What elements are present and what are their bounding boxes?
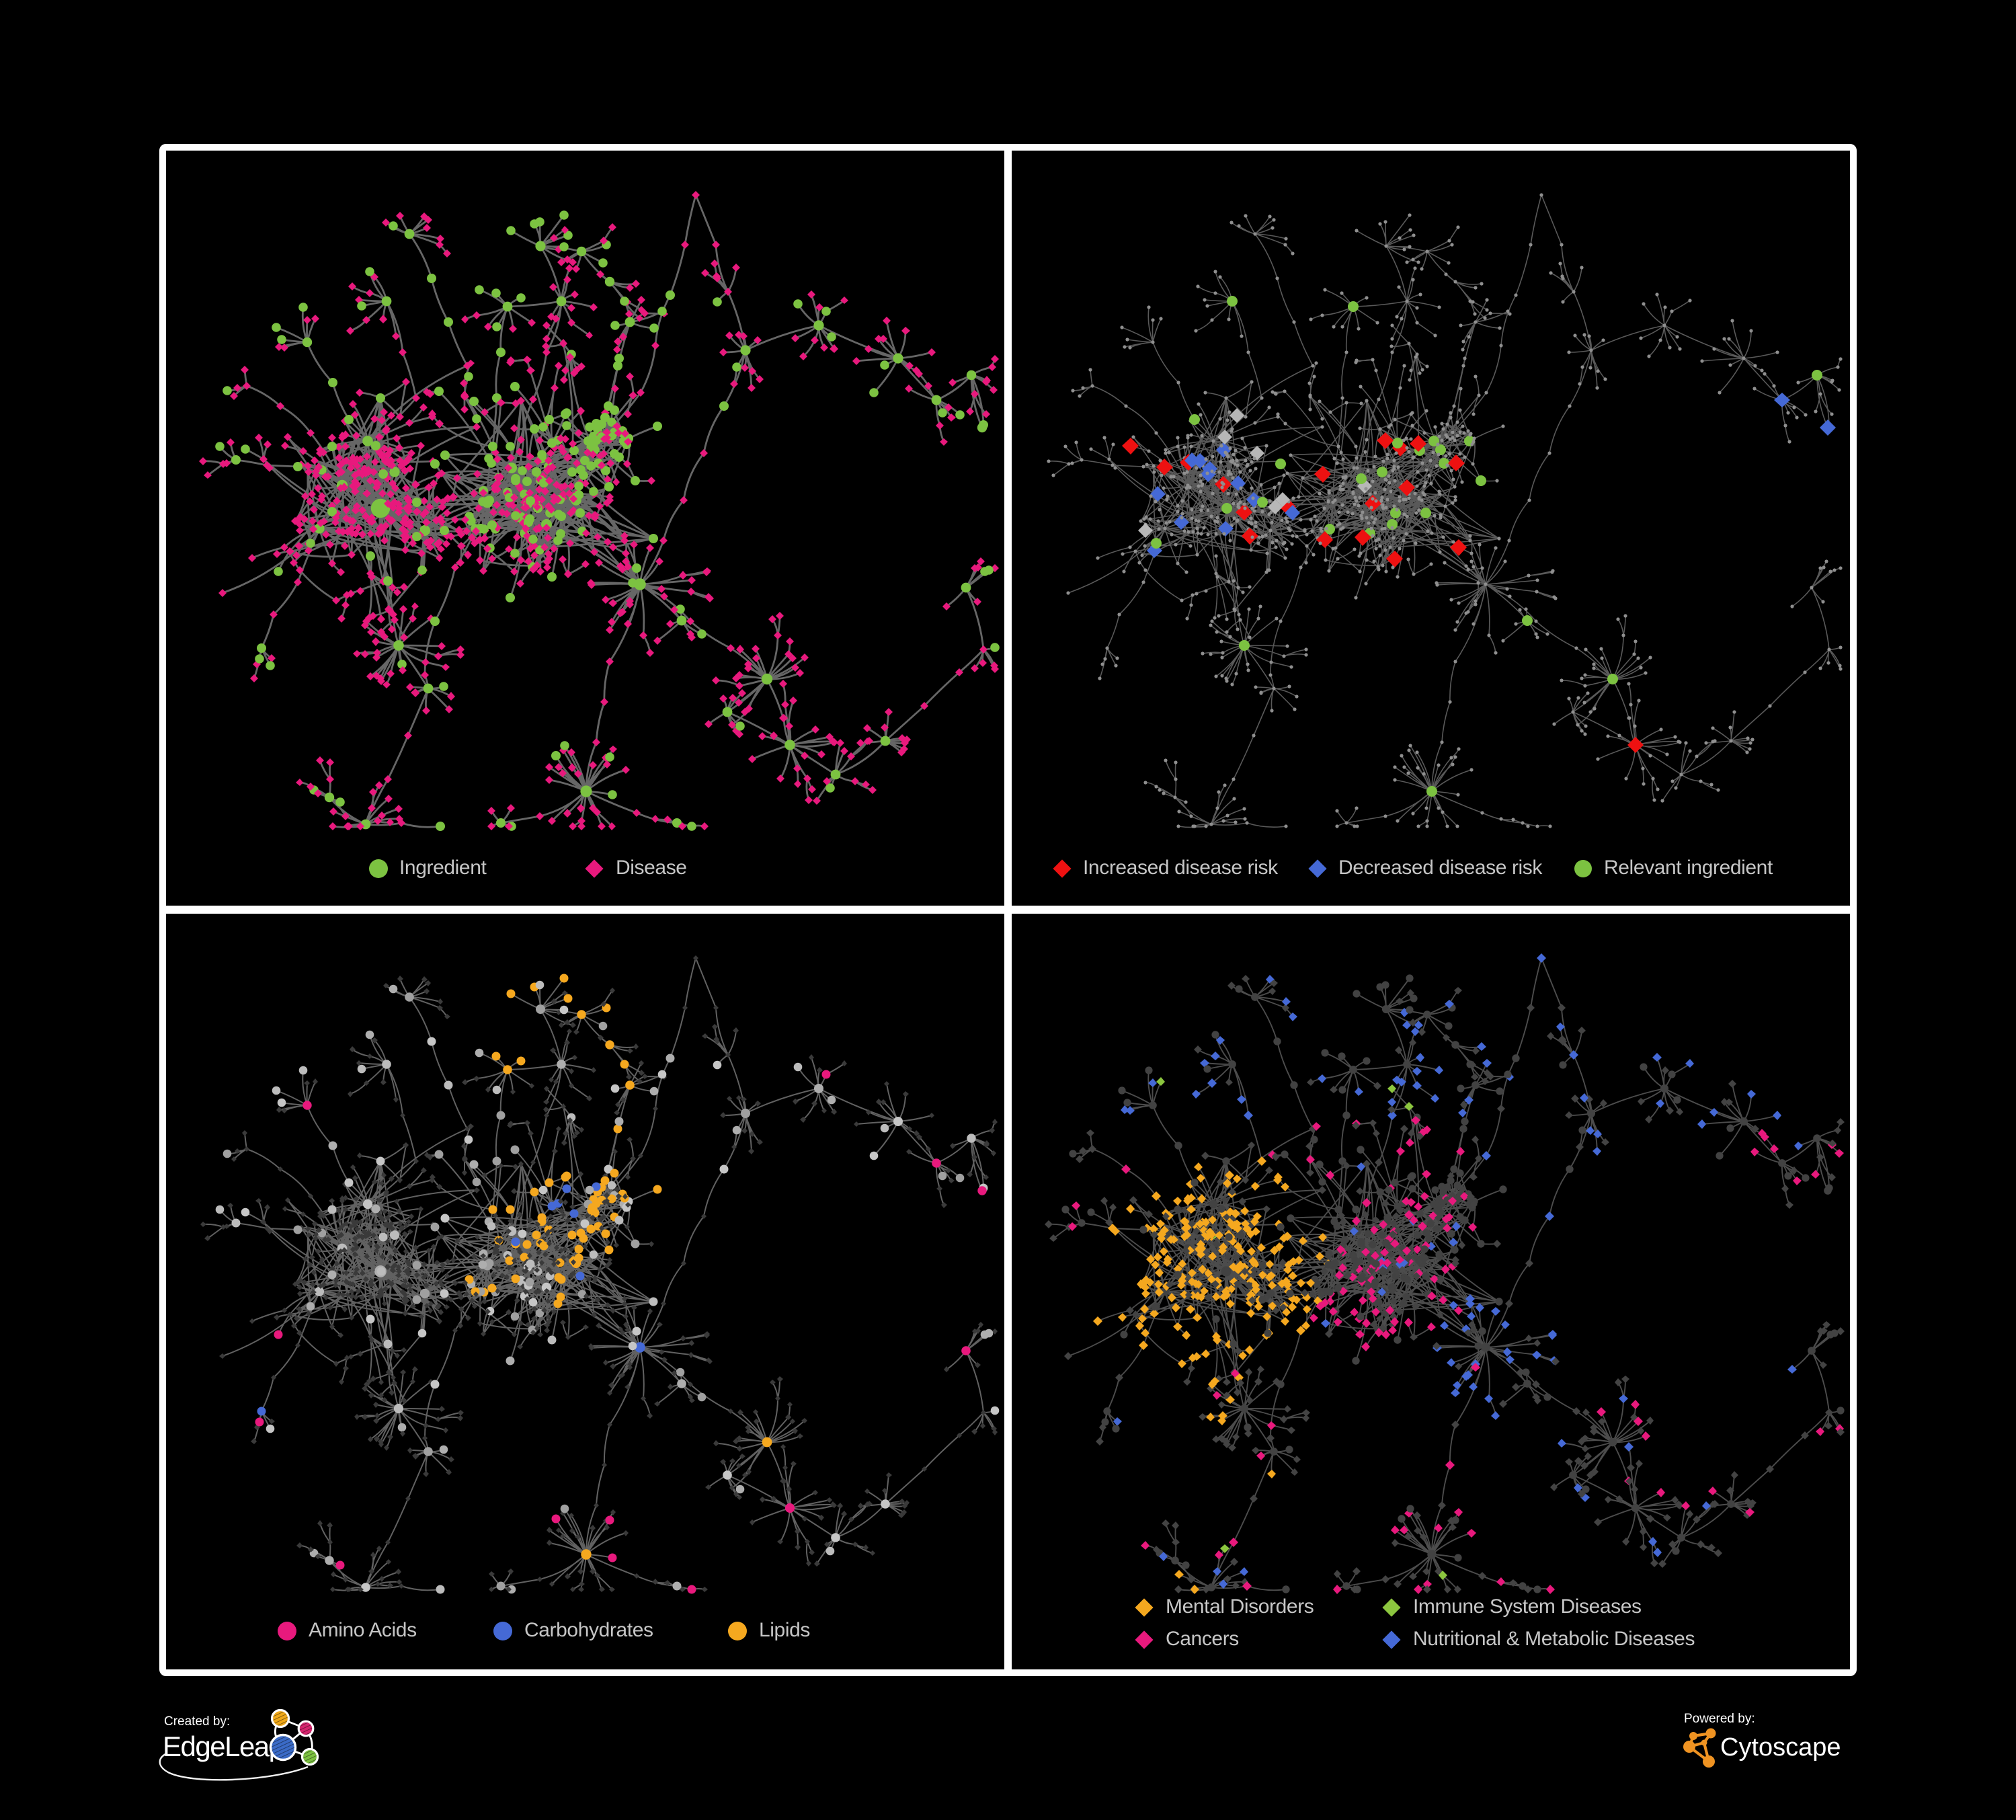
svg-text:Created by:: Created by: [164,1714,230,1729]
svg-text:Powered by:: Powered by: [1684,1712,1755,1726]
svg-text:Cytoscape: Cytoscape [1720,1733,1841,1762]
svg-text:EdgeLeap: EdgeLeap [163,1731,284,1762]
